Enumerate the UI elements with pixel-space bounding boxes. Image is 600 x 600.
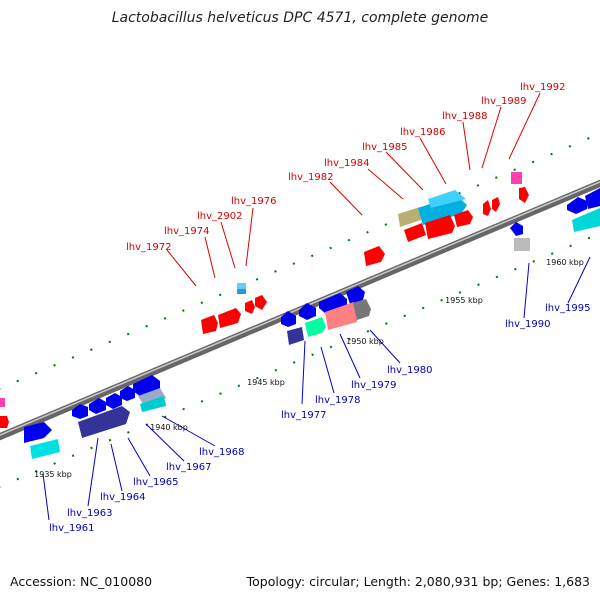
gene-feature: [404, 223, 426, 242]
gene-label: lhv_1988: [442, 111, 487, 122]
gene-label: lhv_1992: [520, 82, 565, 93]
gene-feature: [30, 439, 60, 459]
gene-label: lhv_1968: [199, 447, 244, 458]
gene-feature: [483, 200, 491, 216]
gene-feature: [237, 283, 246, 289]
gene-label: lhv_1986: [400, 127, 445, 138]
gene-feature: [218, 308, 241, 328]
gene-feature: [492, 197, 500, 212]
scale-label: 1950 kbp: [346, 337, 384, 346]
gene-feature: [353, 299, 371, 320]
scale-label: 1940 kbp: [150, 423, 188, 432]
gene-feature: [425, 215, 455, 239]
gene-label: lhv_1961: [49, 523, 94, 534]
gene-feature: [519, 187, 529, 203]
gene-label: lhv_1963: [67, 508, 112, 519]
gene-feature: [572, 208, 600, 232]
reverse-track-outer: [0, 232, 600, 488]
gene-labels-bottom: lhv_1961 lhv_1963 lhv_1964 lhv_1965 lhv_…: [49, 303, 590, 534]
gene-feature: [120, 386, 135, 401]
gene-label: lhv_2902: [197, 211, 242, 222]
gene-feature: [89, 398, 106, 414]
gene-feature: [514, 238, 530, 251]
gene-label: lhv_1989: [481, 96, 526, 107]
gene-feature: [418, 195, 467, 225]
gene-feature: [346, 286, 365, 304]
scale-label: 1935 kbp: [34, 470, 72, 479]
gene-feature: [281, 311, 296, 327]
topology-text: Topology: circular; Length: 2,080,931 bp…: [246, 574, 590, 589]
gene-label: lhv_1976: [231, 196, 276, 207]
gene-label: lhv_1964: [100, 492, 145, 503]
gene-feature: [24, 422, 52, 443]
gene-feature: [428, 190, 466, 208]
scale-label: 1945 kbp: [247, 378, 285, 387]
gene-label: lhv_1978: [315, 395, 360, 406]
gene-label: lhv_1980: [387, 365, 432, 376]
gene-feature: [72, 404, 88, 419]
gene-feature: [0, 398, 5, 407]
leader-lines-bottom: [42, 256, 591, 521]
gene-label: lhv_1967: [166, 462, 211, 473]
gene-feature: [510, 222, 523, 236]
gene-feature: [287, 327, 304, 345]
gene-feature: [398, 207, 424, 227]
gene-feature: [325, 302, 358, 330]
gene-label: lhv_1984: [324, 158, 369, 169]
gene-feature: [138, 388, 166, 406]
forward-track-outer: [0, 132, 600, 390]
gene-feature: [299, 303, 316, 320]
gene-label: lhv_1974: [164, 226, 209, 237]
scale-label: 1955 kbp: [445, 296, 483, 305]
gene-label: lhv_1979: [351, 380, 396, 391]
chart-title: Lactobacillus helveticus DPC 4571, compl…: [112, 10, 489, 26]
gene-feature: [567, 197, 587, 214]
gene-label: lhv_1990: [505, 319, 550, 330]
gene-feature: [78, 406, 130, 438]
gene-labels-top: lhv_1972 lhv_1974 lhv_2902 lhv_1976 lhv_…: [126, 82, 565, 253]
leader-lines-top: [166, 92, 541, 287]
gene-label: lhv_1977: [281, 410, 326, 421]
gene-feature: [305, 317, 326, 337]
gene-label: lhv_1995: [545, 303, 590, 314]
gene-feature: [245, 300, 255, 314]
gene-feature: [0, 416, 9, 428]
accession-text: Accession: NC_010080: [10, 574, 152, 589]
gene-feature: [237, 289, 246, 294]
gene-label: lhv_1982: [288, 172, 333, 183]
gene-label: lhv_1985: [362, 142, 407, 153]
gene-feature: [201, 315, 218, 334]
gene-features: [0, 172, 600, 459]
gene-label: lhv_1965: [133, 477, 178, 488]
gene-feature: [454, 210, 473, 227]
gene-feature: [255, 295, 267, 310]
gene-feature: [140, 396, 166, 412]
gene-feature: [106, 393, 122, 409]
gene-feature: [511, 172, 522, 184]
gene-label: lhv_1972: [126, 242, 171, 253]
scale-labels: 1935 kbp 1940 kbp 1945 kbp 1950 kbp 1955…: [34, 258, 584, 479]
scale-label: 1960 kbp: [546, 258, 584, 267]
gene-feature: [364, 246, 385, 266]
gene-feature: [585, 188, 600, 209]
